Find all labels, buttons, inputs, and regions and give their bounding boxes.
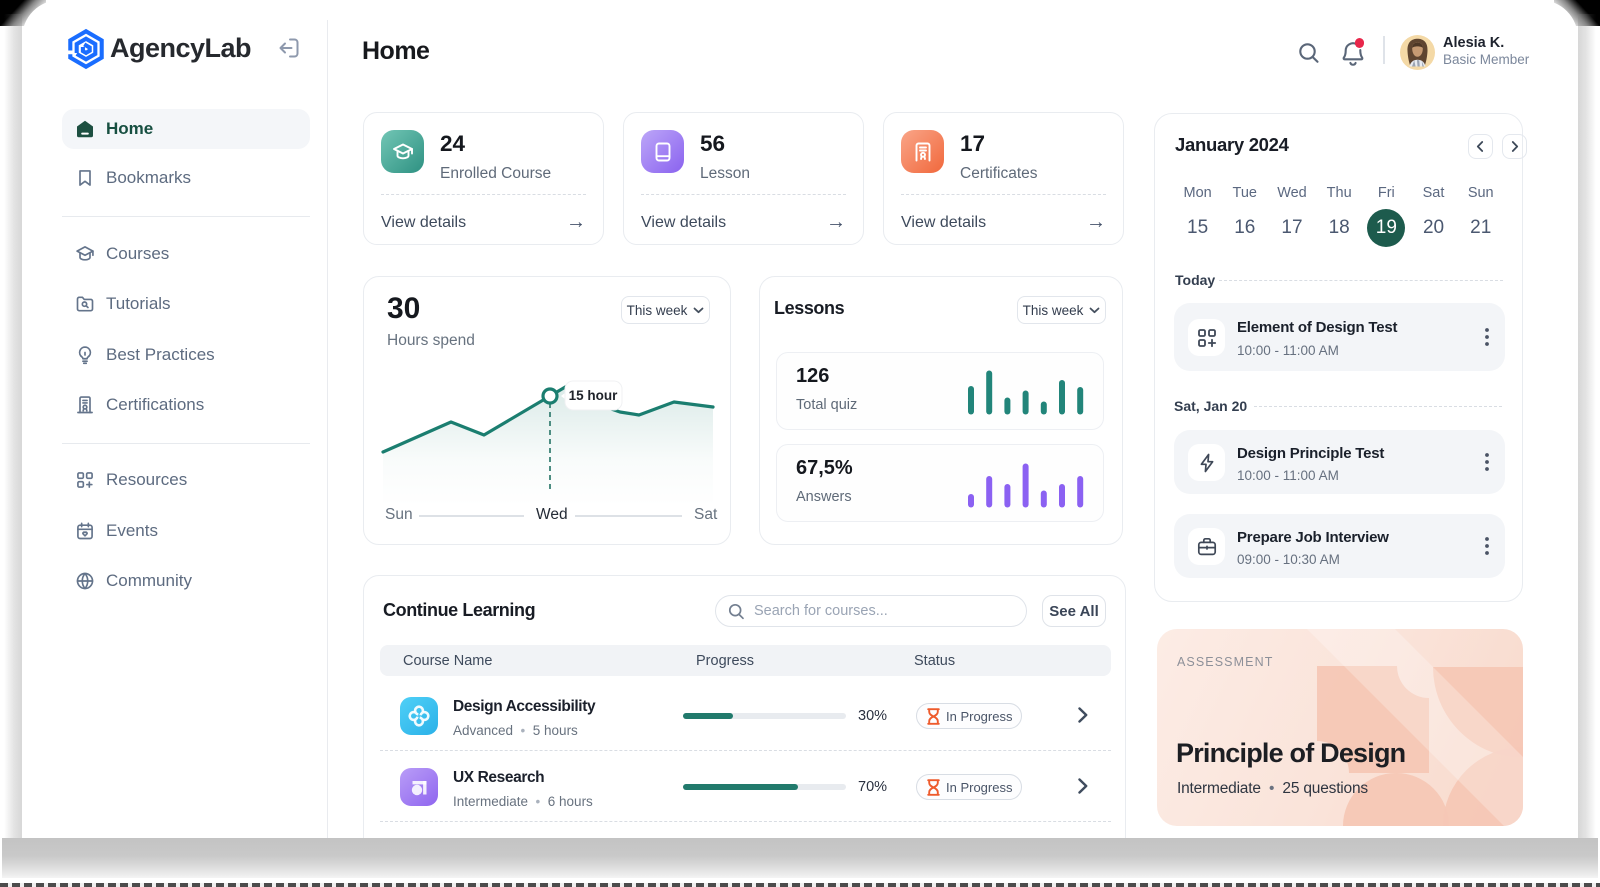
svg-text:15 hour: 15 hour — [569, 388, 619, 403]
